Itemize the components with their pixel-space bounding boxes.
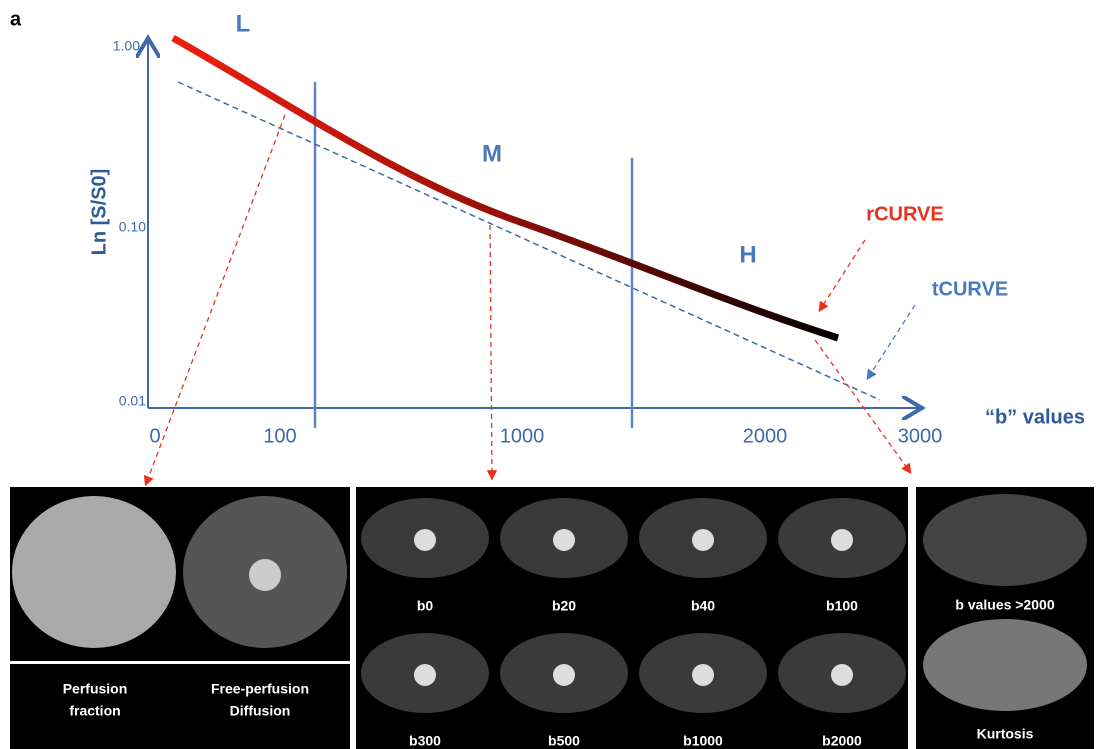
panel-caption: fraction bbox=[69, 703, 120, 719]
panel-caption: Diffusion bbox=[230, 703, 291, 719]
arrow bbox=[820, 240, 865, 310]
image bbox=[692, 529, 714, 551]
image-caption: b500 bbox=[548, 733, 580, 749]
x-label: 0 bbox=[149, 425, 160, 447]
image bbox=[249, 559, 281, 591]
region-label: M bbox=[482, 140, 502, 167]
image bbox=[12, 496, 176, 648]
x-label: 3000 bbox=[898, 425, 943, 447]
y-label: 1.00 bbox=[113, 38, 140, 54]
x-label: 2000 bbox=[743, 425, 788, 447]
image bbox=[831, 529, 853, 551]
t-curve bbox=[178, 82, 880, 400]
curve-label: rCURVE bbox=[866, 203, 943, 225]
image-caption: b1000 bbox=[683, 733, 723, 749]
image-caption: b100 bbox=[826, 598, 858, 614]
image-caption: b40 bbox=[691, 598, 715, 614]
image-caption: b values >2000 bbox=[955, 597, 1054, 613]
image bbox=[414, 529, 436, 551]
y-label: 0.10 bbox=[119, 219, 146, 235]
y-title: Ln [S/S0] bbox=[88, 169, 110, 256]
image bbox=[923, 619, 1087, 711]
panel-caption: Perfusion bbox=[63, 681, 128, 697]
curve-label: tCURVE bbox=[932, 278, 1008, 300]
arrow bbox=[868, 305, 915, 378]
image-caption: b0 bbox=[417, 598, 434, 614]
image bbox=[553, 664, 575, 686]
y-label: 0.01 bbox=[119, 393, 146, 409]
image bbox=[692, 664, 714, 686]
separator bbox=[10, 661, 350, 664]
x-title: “b” values bbox=[985, 406, 1085, 428]
figure-label: a bbox=[10, 8, 22, 30]
image-caption: Kurtosis bbox=[977, 726, 1034, 742]
image bbox=[923, 494, 1087, 586]
r-curve bbox=[173, 38, 838, 338]
image bbox=[831, 664, 853, 686]
figure: a 1.00 0.10 0.01 Ln [S/S0] 0 100 1000 20… bbox=[0, 0, 1102, 749]
image-caption: b300 bbox=[409, 733, 441, 749]
region-label: L bbox=[236, 10, 251, 37]
arrow bbox=[490, 225, 492, 478]
x-label: 100 bbox=[263, 425, 296, 447]
arrow bbox=[815, 340, 910, 472]
x-label: 1000 bbox=[500, 425, 545, 447]
image bbox=[553, 529, 575, 551]
panel-caption: Free-perfusion bbox=[211, 681, 309, 697]
region-label: H bbox=[739, 241, 756, 268]
image bbox=[414, 664, 436, 686]
image-caption: b2000 bbox=[822, 733, 862, 749]
image-caption: b20 bbox=[552, 598, 576, 614]
